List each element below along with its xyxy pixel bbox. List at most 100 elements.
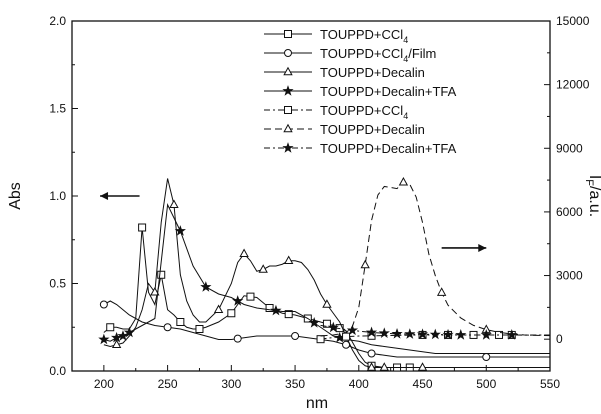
x-tick-label: 550: [540, 377, 560, 391]
data-point: [367, 349, 376, 358]
y-right-tick-label: 9000: [556, 141, 583, 155]
legend-label: TOUPPD+Decalin: [320, 65, 425, 80]
y-right-tick-label: 15000: [556, 14, 590, 28]
legend-label: TOUPPD+CCl4: [320, 27, 408, 45]
data-point: [429, 328, 441, 340]
data-point: [442, 328, 454, 340]
data-point: [200, 281, 212, 292]
legend-item: TOUPPD+CCl4/Film: [264, 46, 436, 64]
data-point: [213, 304, 224, 314]
y-right-tick-label: 6000: [556, 205, 583, 219]
data-point: [378, 327, 390, 339]
y-axis-right: 0 3000 6000 9000 12000 15000 IF/a.u.: [544, 14, 601, 346]
x-tick-label: 450: [413, 377, 433, 391]
data-point: [169, 199, 179, 209]
data-point: [282, 142, 294, 153]
data-point: [265, 304, 274, 312]
data-point: [106, 323, 115, 332]
data-point: [157, 270, 166, 279]
data-point: [322, 299, 332, 308]
data-point: [111, 339, 122, 349]
data-point: [436, 287, 447, 296]
data-point: [283, 255, 294, 265]
data-point: [346, 324, 359, 336]
x-tick-label: 500: [476, 377, 496, 391]
legend-item: TOUPPD+Decalin+TFA: [264, 141, 457, 156]
data-point: [284, 49, 292, 57]
y-axis-left-label: Abs: [7, 182, 24, 210]
legend-item: TOUPPD+Decalin: [264, 65, 425, 80]
y-right-tick-label: 3000: [556, 269, 583, 283]
data-point: [365, 326, 378, 338]
data-point: [455, 329, 467, 340]
data-point: [282, 85, 294, 96]
series-2: [103, 178, 550, 371]
x-tick-label: 300: [221, 377, 241, 391]
data-point: [195, 325, 204, 333]
data-point: [391, 327, 403, 339]
data-point: [99, 300, 108, 309]
series-5: [320, 176, 551, 337]
data-point: [117, 330, 129, 341]
series-layer: [98, 176, 551, 372]
x-tick-label: 400: [349, 377, 369, 391]
legend-label: TOUPPD+Decalin: [320, 122, 425, 137]
legend-label: TOUPPD+CCl4/Film: [320, 46, 436, 64]
data-point: [123, 326, 135, 338]
data-point: [284, 310, 293, 319]
y-left-tick-label: 2.0: [49, 14, 66, 28]
data-point: [258, 264, 268, 273]
data-point: [283, 123, 293, 133]
data-point: [416, 328, 429, 340]
data-point: [174, 225, 186, 236]
data-point: [284, 106, 292, 114]
legend-item: TOUPPD+Decalin+TFA: [264, 84, 457, 99]
x-tick-label: 250: [158, 377, 178, 391]
data-point: [291, 332, 300, 340]
data-point: [480, 329, 492, 340]
data-point: [246, 292, 255, 301]
data-point: [150, 287, 160, 296]
x-axis-label: nm: [306, 395, 328, 412]
data-point: [176, 318, 185, 326]
legend-label: TOUPPD+CCl4: [320, 103, 408, 121]
data-point: [360, 259, 370, 269]
annotation-arrowhead: [478, 243, 487, 252]
data-point: [284, 30, 292, 38]
legend: TOUPPD+CCl4TOUPPD+CCl4/FilmTOUPPD+Decali…: [264, 27, 457, 156]
legend-item: TOUPPD+Decalin: [264, 122, 425, 137]
data-point: [482, 353, 491, 361]
data-point: [316, 335, 325, 344]
y-axis-right-label: IF/a.u.: [583, 175, 601, 217]
data-point: [322, 319, 331, 328]
data-point: [227, 309, 236, 318]
y-right-tick-label: 0: [556, 332, 563, 346]
series-line: [103, 300, 550, 358]
data-point: [506, 329, 518, 340]
series-0: [103, 223, 550, 372]
x-axis: 200 250 300 350 400 450 500 550: [94, 365, 560, 391]
y-left-tick-label: 1.5: [49, 102, 66, 116]
y-left-tick-label: 1.0: [49, 189, 66, 203]
data-point: [111, 331, 123, 343]
data-point: [239, 248, 249, 258]
legend-label: TOUPPD+Decalin+TFA: [320, 84, 457, 99]
data-point: [98, 333, 110, 345]
data-point: [232, 295, 244, 306]
legend-item: TOUPPD+CCl4: [264, 27, 408, 45]
data-point: [379, 362, 389, 371]
data-point: [342, 332, 351, 341]
legend-label: TOUPPD+Decalin+TFA: [320, 141, 457, 156]
series-line: [320, 181, 551, 337]
data-point: [270, 304, 282, 316]
data-point: [163, 323, 172, 332]
data-point: [233, 334, 242, 343]
data-point: [327, 321, 339, 333]
legend-item: TOUPPD+CCl4: [264, 103, 408, 121]
y-left-tick-label: 0.5: [49, 277, 66, 291]
data-point: [404, 328, 416, 339]
data-point: [417, 362, 428, 371]
annotation-arrowhead: [100, 192, 109, 200]
series-1: [99, 300, 550, 361]
